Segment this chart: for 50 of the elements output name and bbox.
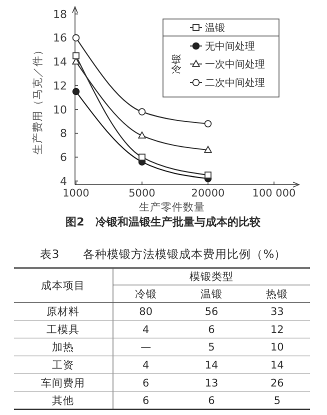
y-tick-label: 其他: [52, 394, 74, 408]
data-label: 6: [208, 324, 216, 336]
data-label: 56: [204, 306, 218, 318]
data-label: 14: [204, 359, 218, 372]
data-label: 14: [270, 359, 284, 372]
x-tick-label: 1000: [62, 188, 90, 200]
data-label: 6: [142, 377, 150, 390]
y-tick-label: 14: [53, 56, 67, 69]
y-tick-label: 6: [60, 151, 67, 164]
data-label: 13: [204, 377, 218, 390]
legend-label: 一次中间处理: [205, 58, 265, 70]
y-tick-label: 12: [53, 79, 67, 92]
y-tick-label: 10: [53, 103, 67, 116]
data-label: 4: [142, 324, 150, 336]
y-tick-label: 16: [53, 32, 67, 45]
data-label: 5: [274, 395, 281, 408]
y-tick-label: 原材料: [46, 305, 80, 318]
legend-label: 温锻: [205, 22, 225, 34]
text: 图2 冷锻和温锻生产批量与成本的比较: [66, 216, 262, 229]
legend-label: 无中间处理: [205, 40, 255, 52]
data-label: 26: [270, 377, 284, 390]
data-label: 4: [142, 359, 150, 372]
legend-title: 模锻类型: [190, 270, 234, 284]
data-label: 80: [139, 306, 153, 318]
y-axis-title: 生产费用（马克／件）: [31, 44, 44, 155]
annotation: —: [140, 342, 152, 354]
legend-title: 冷锻: [170, 54, 182, 74]
y-tick-label: 8: [60, 127, 67, 140]
data-label: 6: [142, 395, 150, 408]
chart-title: 表3 各种模锻方法模锻成本费用比例（%）: [40, 247, 286, 261]
x-tick-label: 温锻: [200, 288, 222, 300]
x-axis-title: 生产零件数量: [139, 200, 205, 214]
y-tick-label: 工资: [52, 359, 74, 372]
data-label: 6: [208, 395, 216, 408]
data-label: 5: [208, 342, 215, 354]
legend-label: 二次中间处理: [205, 77, 265, 89]
x-tick-label: 100 000: [252, 188, 296, 200]
x-tick-label: 5000: [128, 188, 156, 200]
x-axis-title: 成本项目: [41, 278, 85, 292]
y-tick-label: 加热: [52, 340, 74, 354]
x-tick-label: 冷锻: [134, 288, 157, 300]
y-tick-label: 工模具: [46, 324, 80, 336]
data-label: 33: [270, 306, 284, 318]
y-tick-label: 18: [53, 8, 67, 21]
x-tick-label: 20000: [191, 188, 225, 200]
x-tick-label: 热锻: [266, 288, 288, 300]
data-label: 10: [270, 342, 284, 354]
y-tick-label: 4: [60, 174, 67, 188]
data-label: 12: [270, 324, 284, 336]
y-tick-label: 车间费用: [41, 376, 85, 390]
